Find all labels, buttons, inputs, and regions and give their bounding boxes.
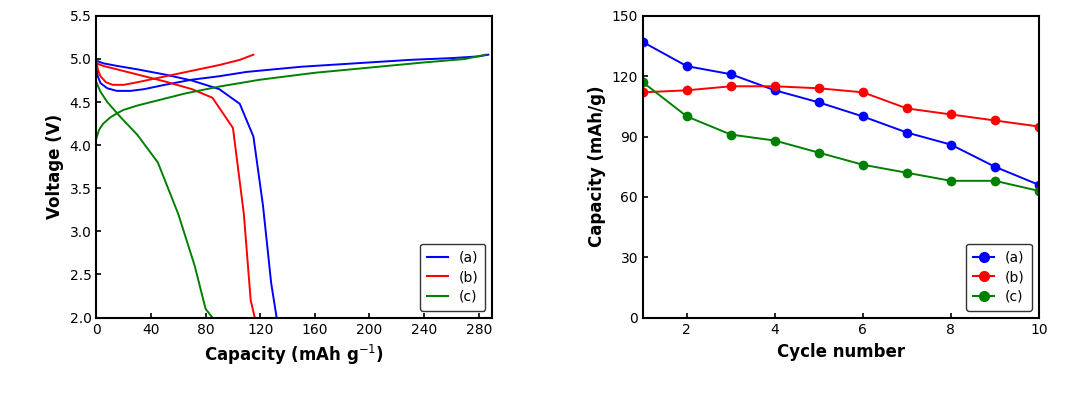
Y-axis label: Capacity (mAh/g): Capacity (mAh/g) [588,86,606,247]
Y-axis label: Voltage (V): Voltage (V) [46,114,64,219]
Legend: (a), (b), (c): (a), (b), (c) [420,244,485,311]
X-axis label: Capacity (mAh g$^{-1}$): Capacity (mAh g$^{-1}$) [205,343,384,367]
Legend: (a), (b), (c): (a), (b), (c) [966,244,1032,311]
X-axis label: Cycle number: Cycle number [776,343,905,361]
